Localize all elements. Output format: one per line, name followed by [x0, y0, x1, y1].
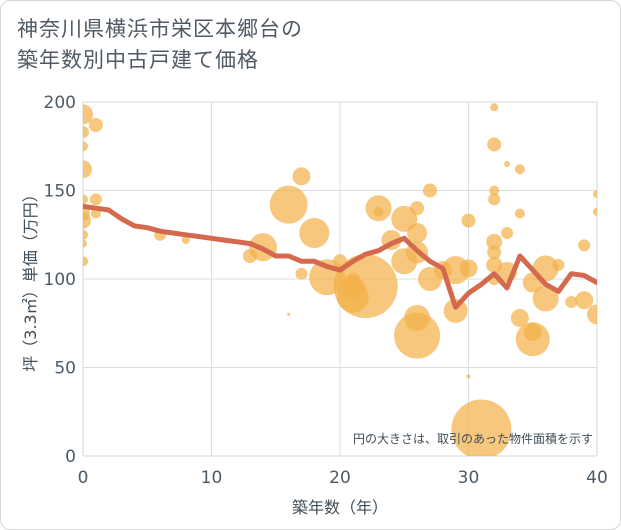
x-axis-title: 築年数（年）	[292, 498, 388, 517]
bubble-point	[487, 245, 502, 260]
bubble-point	[83, 212, 91, 229]
average-price-line	[83, 203, 597, 310]
y-tick-label: 200	[44, 93, 76, 113]
bubble-point	[88, 118, 103, 133]
x-axis-ticks: 0 10 20 30 40	[78, 468, 608, 488]
y-axis-title: 坪（3.3㎡）単価（万円）	[21, 186, 40, 371]
bubble-point	[514, 208, 525, 219]
bubble-point	[486, 233, 503, 250]
bubble-point	[83, 126, 89, 139]
bubble-point	[489, 185, 500, 196]
size-legend-note: 円の大きさは、取引のあった物件面積を示す	[353, 431, 593, 446]
bubble-point	[83, 160, 92, 179]
x-tick-label: 10	[201, 468, 223, 488]
bubble-point	[89, 193, 102, 206]
bubble-point	[490, 103, 499, 112]
bubble-point	[269, 185, 308, 224]
bubble-point	[575, 291, 594, 310]
bubble-point	[504, 160, 511, 167]
bubble-point	[510, 308, 529, 327]
bubble-point	[83, 104, 93, 125]
bubble-point	[83, 194, 88, 205]
bubble-point	[422, 183, 437, 198]
bubble-point	[515, 322, 550, 357]
bubble-point	[83, 256, 88, 267]
bubble-point	[410, 201, 425, 216]
bubble-point	[407, 222, 428, 243]
bubble-point	[578, 239, 591, 252]
bubble-point	[287, 312, 291, 316]
bubble-point	[292, 167, 311, 186]
chart-title-line-1: 神奈川県横浜市栄区本郷台の	[17, 17, 303, 41]
x-tick-label: 40	[586, 468, 608, 488]
x-tick-label: 0	[78, 468, 89, 488]
y-tick-label: 100	[44, 270, 76, 290]
bubble-point	[587, 304, 597, 325]
bubble-point	[451, 399, 512, 456]
y-axis-ticks: 0 50 100 150 200	[44, 93, 76, 467]
bubble-point	[181, 236, 190, 245]
y-tick-label: 50	[54, 359, 76, 379]
bubble-point	[565, 296, 578, 309]
bubble-point	[373, 206, 384, 217]
bubble-point	[459, 259, 478, 278]
bubble-point	[466, 374, 471, 379]
bubble-point	[593, 207, 597, 216]
chart-title-line-2: 築年数別中古戸建て価格	[17, 48, 259, 72]
bubble-point	[443, 298, 468, 323]
x-tick-label: 30	[458, 468, 480, 488]
bubble-point	[514, 164, 525, 175]
bubble-point	[488, 193, 501, 206]
average-line-series	[83, 203, 597, 310]
y-tick-label: 0	[65, 447, 76, 467]
bubble-point	[394, 312, 441, 359]
x-tick-label: 20	[329, 468, 351, 488]
bubble-point	[593, 190, 597, 199]
bubble-point	[299, 217, 330, 248]
bubble-point	[461, 213, 476, 228]
bubble-point	[83, 229, 88, 240]
bubble-point	[532, 285, 559, 312]
bubble-point	[487, 137, 502, 152]
bubble-point	[501, 226, 514, 239]
bubble-point	[83, 239, 87, 248]
chart-title: 神奈川県横浜市栄区本郷台の 築年数別中古戸建て価格	[17, 14, 303, 76]
bubble-point	[333, 254, 398, 319]
y-tick-label: 150	[44, 182, 76, 202]
bubble-point	[295, 267, 308, 280]
bubble-point	[552, 258, 565, 271]
bubble-point	[83, 141, 88, 152]
